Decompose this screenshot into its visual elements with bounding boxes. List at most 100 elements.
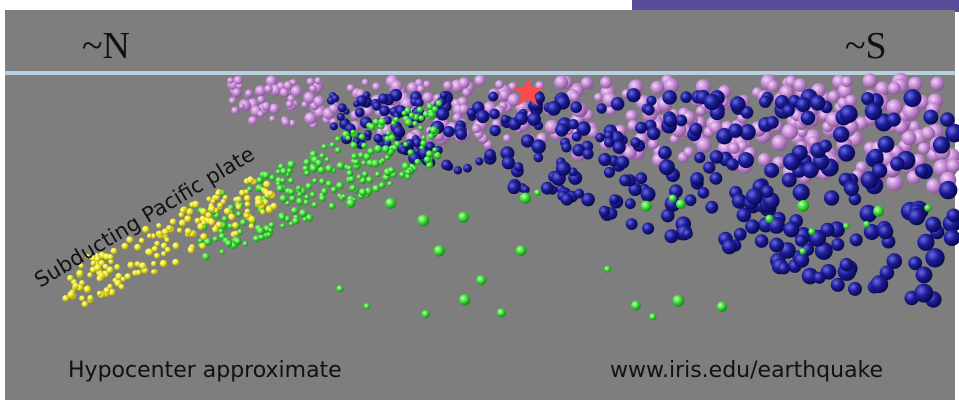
hypocenter-sphere [604, 266, 611, 273]
hypocenter-sphere [378, 94, 388, 104]
hypocenter-sphere [635, 122, 647, 134]
hypocenter-sphere [914, 284, 933, 303]
hypocenter-sphere [746, 188, 763, 205]
hypocenter-sphere [297, 192, 302, 197]
hypocenter-sphere [782, 173, 797, 188]
hypocenter-sphere [801, 111, 816, 126]
hypocenter-sphere [229, 97, 236, 104]
hypocenter-sphere [664, 114, 677, 127]
hypocenter-sphere [917, 234, 934, 251]
hypocenter-sphere [507, 181, 520, 194]
hypocenter-sphere [863, 221, 870, 228]
hypocenter-sphere [520, 193, 531, 204]
hypocenter-sphere [309, 85, 317, 93]
hypocenter-sphere [600, 76, 612, 88]
hypocenter-sphere [870, 275, 888, 293]
hypocenter-sphere [152, 246, 158, 252]
hypocenter-sphere [87, 272, 92, 277]
hypocenter-sphere [335, 136, 341, 142]
scene: ~N ~S Subducting Pacific plate Hypocente… [0, 0, 959, 403]
hypocenter-sphere [428, 111, 435, 118]
hypocenter-sphere [208, 219, 215, 226]
hypocenter-sphere [840, 258, 854, 272]
hypocenter-sphere [767, 80, 779, 92]
hypocenter-sphere [808, 228, 815, 235]
hypocenter-sphere [908, 208, 925, 225]
hypocenter-sphere [730, 96, 746, 112]
hypocenter-sphere [463, 164, 472, 173]
hypocenter-sphere [769, 238, 784, 253]
hypocenter-sphere [359, 188, 367, 196]
hypocenter-sphere [357, 174, 362, 179]
hypocenter-sphere [364, 303, 370, 309]
hypocenter-sphere [616, 156, 629, 169]
hypocenter-sphere [289, 196, 295, 202]
hypocenter-sphere [872, 163, 887, 178]
hypocenter-sphere [329, 203, 336, 210]
hypocenter-sphere [454, 166, 462, 174]
hypocenter-sphere [419, 115, 425, 121]
hypocenter-sphere [368, 148, 375, 155]
hypocenter-sphere [353, 100, 360, 107]
hypocenter-sphere [793, 184, 810, 201]
hypocenter-sphere [810, 95, 826, 111]
hypocenter-sphere [819, 140, 832, 153]
hypocenter-sphere [475, 157, 483, 165]
hypocenter-sphere [393, 117, 399, 123]
hypocenter-sphere [244, 195, 251, 202]
hypocenter-sphere [269, 116, 275, 122]
hypocenter-sphere [514, 162, 524, 172]
hypocenter-sphere [195, 218, 201, 224]
hypocenter-sphere [160, 260, 167, 267]
hypocenter-sphere [868, 149, 884, 165]
hypocenter-sphere [916, 267, 933, 284]
hypocenter-sphere [136, 270, 142, 276]
hypocenter-sphere [371, 160, 379, 168]
hypocenter-sphere [696, 106, 706, 116]
hypocenter-sphere [97, 291, 102, 296]
hypocenter-sphere [385, 155, 390, 160]
hypocenter-sphere [689, 123, 702, 136]
hypocenter-sphere [904, 89, 922, 107]
hypocenter-sphere [315, 160, 322, 167]
hypocenter-sphere [434, 152, 441, 159]
hypocenter-sphere [236, 204, 242, 210]
hypocenter-sphere [800, 248, 807, 255]
hypocenter-sphere [441, 160, 452, 171]
hypocenter-sphere [279, 214, 286, 221]
hypocenter-sphere [604, 137, 614, 147]
hypocenter-sphere [288, 178, 294, 184]
hypocenter-sphere [918, 143, 930, 155]
hypocenter-sphere [698, 187, 710, 199]
hypocenter-sphere [476, 275, 486, 285]
hypocenter-sphere [570, 101, 582, 113]
hypocenter-sphere [662, 90, 677, 105]
hypocenter-sphere [412, 121, 418, 127]
hypocenter-sphere [703, 162, 715, 174]
hypocenter-sphere [925, 248, 944, 267]
hypocenter-sphere [382, 145, 390, 153]
hypocenter-sphere [458, 212, 469, 223]
hypocenter-sphere [245, 89, 253, 97]
hypocenter-sphere [269, 222, 275, 228]
hypocenter-sphere [423, 81, 431, 89]
hypocenter-sphere [208, 205, 215, 212]
caption-left: Hypocenter approximate [68, 358, 342, 383]
hypocenter-sphere [119, 284, 125, 290]
hypocenter-sphere [554, 76, 568, 90]
hypocenter-sphere [374, 134, 383, 143]
hypocenter-sphere [216, 221, 223, 228]
hypocenter-sphere [240, 219, 247, 226]
hypocenter-sphere [165, 247, 171, 253]
hypocenter-sphere [765, 215, 773, 223]
hypocenter-sphere [561, 193, 574, 206]
hypocenter-sphere [659, 159, 675, 175]
hypocenter-sphere [372, 82, 381, 91]
hypocenter-sphere [844, 182, 859, 197]
hypocenter-sphere [256, 177, 263, 184]
hypocenter-sphere [582, 148, 593, 159]
hypocenter-sphere [288, 189, 294, 195]
hypocenter-sphere [755, 234, 769, 248]
hypocenter-sphere [843, 223, 849, 229]
hypocenter-sphere [161, 251, 166, 256]
